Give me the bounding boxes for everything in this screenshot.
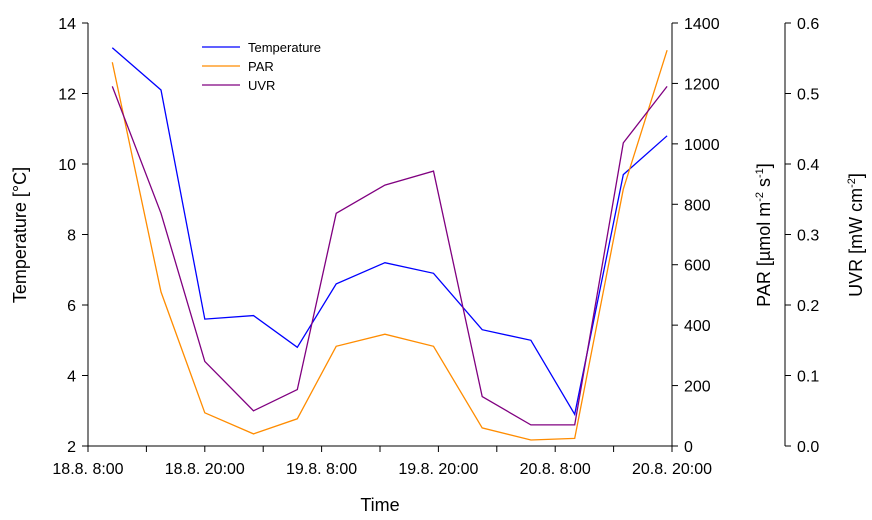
- par-tick-label: 600: [684, 258, 711, 275]
- par-title-text: ]: [754, 163, 774, 168]
- temperature-tick-label: 8: [67, 228, 76, 245]
- x-axis-title: Time: [360, 495, 399, 515]
- temperature-series-line: [111, 47, 668, 417]
- uvr-tick-label: 0.2: [797, 298, 819, 315]
- x-tick-label: 18.8. 8:00: [52, 461, 123, 478]
- par-tick-label: 1000: [684, 137, 720, 154]
- uvr-title-text: UVR [mW cm: [846, 188, 866, 297]
- temperature-legend-label: Temperature: [248, 40, 321, 55]
- par-tick-label: 400: [684, 318, 711, 335]
- par-title-sup: -1: [754, 168, 766, 178]
- uvr-tick-label: 0.4: [797, 157, 819, 174]
- legend: Temperature PAR UVR: [202, 40, 321, 93]
- par-tick-label: 1400: [684, 16, 720, 33]
- temperature-tick-label: 12: [58, 87, 76, 104]
- par-tick-label: 1200: [684, 76, 720, 93]
- par-title-text: s: [754, 178, 774, 192]
- x-tick-label: 19.8. 8:00: [286, 461, 357, 478]
- par-title-text: PAR [µmol m: [754, 202, 774, 307]
- uvr-title-text: ]: [846, 173, 866, 178]
- uvr-title-sup: -2: [846, 178, 858, 188]
- series-layer: [111, 47, 668, 441]
- par-title-sup: -2: [754, 192, 766, 202]
- temperature-tick-label: 10: [58, 157, 76, 174]
- par-tick-label: 800: [684, 197, 711, 214]
- par-tick-label: 200: [684, 379, 711, 396]
- axis-labels: 18.8. 8:00 18.8. 20:00 19.8. 8:00 19.8. 20:…: [10, 16, 866, 515]
- par-series-line: [111, 50, 668, 441]
- x-tick-label: 18.8. 20:00: [165, 461, 245, 478]
- uvr-axis-title: UVR [mW cm-2]: [846, 173, 866, 297]
- par-tick-label: 0: [684, 439, 693, 456]
- x-tick-label: 20.8. 8:00: [520, 461, 591, 478]
- uvr-legend-label: UVR: [248, 78, 275, 93]
- uvr-tick-label: 0.3: [797, 228, 819, 245]
- par-legend-label: PAR: [248, 59, 274, 74]
- uvr-tick-label: 0.1: [797, 369, 819, 386]
- uvr-tick-label: 0.6: [797, 16, 819, 33]
- temperature-tick-label: 4: [67, 369, 76, 386]
- uvr-tick-label: 0.0: [797, 439, 819, 456]
- par-axis-title: PAR [µmol m-2 s-1]: [754, 163, 774, 307]
- axis-ticks: [82, 22, 791, 452]
- temperature-axis-title: Temperature [°C]: [10, 167, 30, 303]
- plot-frame: [87, 23, 786, 447]
- uvr-tick-label: 0.5: [797, 87, 819, 104]
- temperature-tick-label: 14: [58, 16, 76, 33]
- x-tick-label: 20.8. 20:00: [632, 461, 712, 478]
- uvr-series-line: [111, 86, 668, 426]
- temperature-tick-label: 6: [67, 298, 76, 315]
- x-tick-label: 19.8. 20:00: [398, 461, 478, 478]
- temperature-tick-label: 2: [67, 439, 76, 456]
